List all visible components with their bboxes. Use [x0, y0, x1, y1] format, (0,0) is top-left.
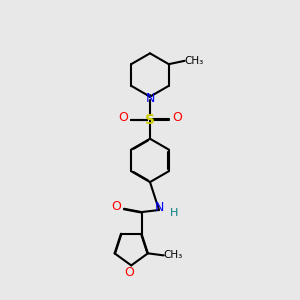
Text: O: O: [124, 266, 134, 279]
Text: H: H: [169, 208, 178, 218]
Text: CH₃: CH₃: [184, 56, 203, 66]
Text: O: O: [172, 111, 182, 124]
Text: O: O: [118, 111, 128, 124]
Text: O: O: [112, 200, 122, 213]
Text: N: N: [145, 92, 155, 105]
Text: S: S: [145, 113, 155, 127]
Text: CH₃: CH₃: [163, 250, 182, 260]
Text: N: N: [155, 201, 165, 214]
